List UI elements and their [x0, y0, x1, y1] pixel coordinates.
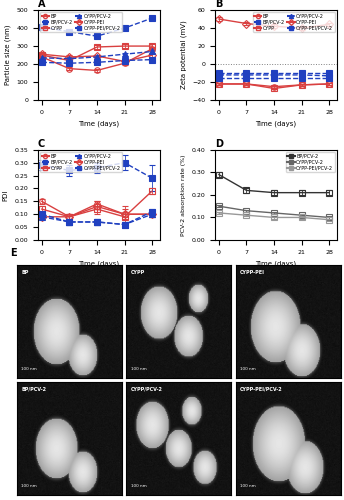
X-axis label: Time (days): Time (days): [256, 260, 297, 267]
X-axis label: Time (days): Time (days): [78, 120, 119, 127]
Text: A: A: [38, 0, 45, 9]
Text: 100 nm: 100 nm: [240, 367, 256, 371]
Text: D: D: [215, 139, 223, 149]
Text: B: B: [215, 0, 222, 9]
X-axis label: Time (days): Time (days): [256, 120, 297, 127]
Text: CYPP: CYPP: [131, 270, 145, 274]
Text: 100 nm: 100 nm: [131, 484, 146, 488]
Legend: BP, BP/PCV-2, CYPP, CYPP/PCV-2, CYPP-PEI, CYPP-PEI/PCV-2: BP, BP/PCV-2, CYPP, CYPP/PCV-2, CYPP-PEI…: [40, 12, 122, 32]
Y-axis label: Particle size (nm): Particle size (nm): [4, 25, 11, 86]
Text: 100 nm: 100 nm: [240, 484, 256, 488]
Legend: BP/PCV-2, CYPP/PCV-2, CYPP-PEI/PCV-2: BP/PCV-2, CYPP/PCV-2, CYPP-PEI/PCV-2: [286, 152, 335, 172]
Y-axis label: PDI: PDI: [3, 189, 9, 200]
X-axis label: Time (days): Time (days): [78, 260, 119, 267]
Text: CYPP-PEI/PCV-2: CYPP-PEI/PCV-2: [240, 387, 282, 392]
Y-axis label: Zeta potential (mV): Zeta potential (mV): [180, 20, 186, 89]
Text: BP: BP: [21, 270, 29, 274]
Text: CYPP/PCV-2: CYPP/PCV-2: [131, 387, 162, 392]
Text: E: E: [10, 248, 17, 258]
Legend: BP, BP/PCV-2, CYPP, CYPP/PCV-2, CYPP-PEI, CYPP-PEI/PCV-2: BP, BP/PCV-2, CYPP, CYPP/PCV-2, CYPP-PEI…: [253, 12, 335, 32]
Y-axis label: PCV-2 absorption rate (%): PCV-2 absorption rate (%): [181, 154, 186, 236]
Text: CYPP-PEI: CYPP-PEI: [240, 270, 265, 274]
Text: 100 nm: 100 nm: [21, 367, 37, 371]
Text: BP/PCV-2: BP/PCV-2: [21, 387, 46, 392]
Text: 100 nm: 100 nm: [21, 484, 37, 488]
Text: 100 nm: 100 nm: [131, 367, 146, 371]
Text: C: C: [38, 139, 45, 149]
Legend: BP, BP/PCV-2, CYPP, CYPP/PCV-2, CYPP-PEI, CYPP-PEI/PCV-2: BP, BP/PCV-2, CYPP, CYPP/PCV-2, CYPP-PEI…: [40, 152, 122, 172]
